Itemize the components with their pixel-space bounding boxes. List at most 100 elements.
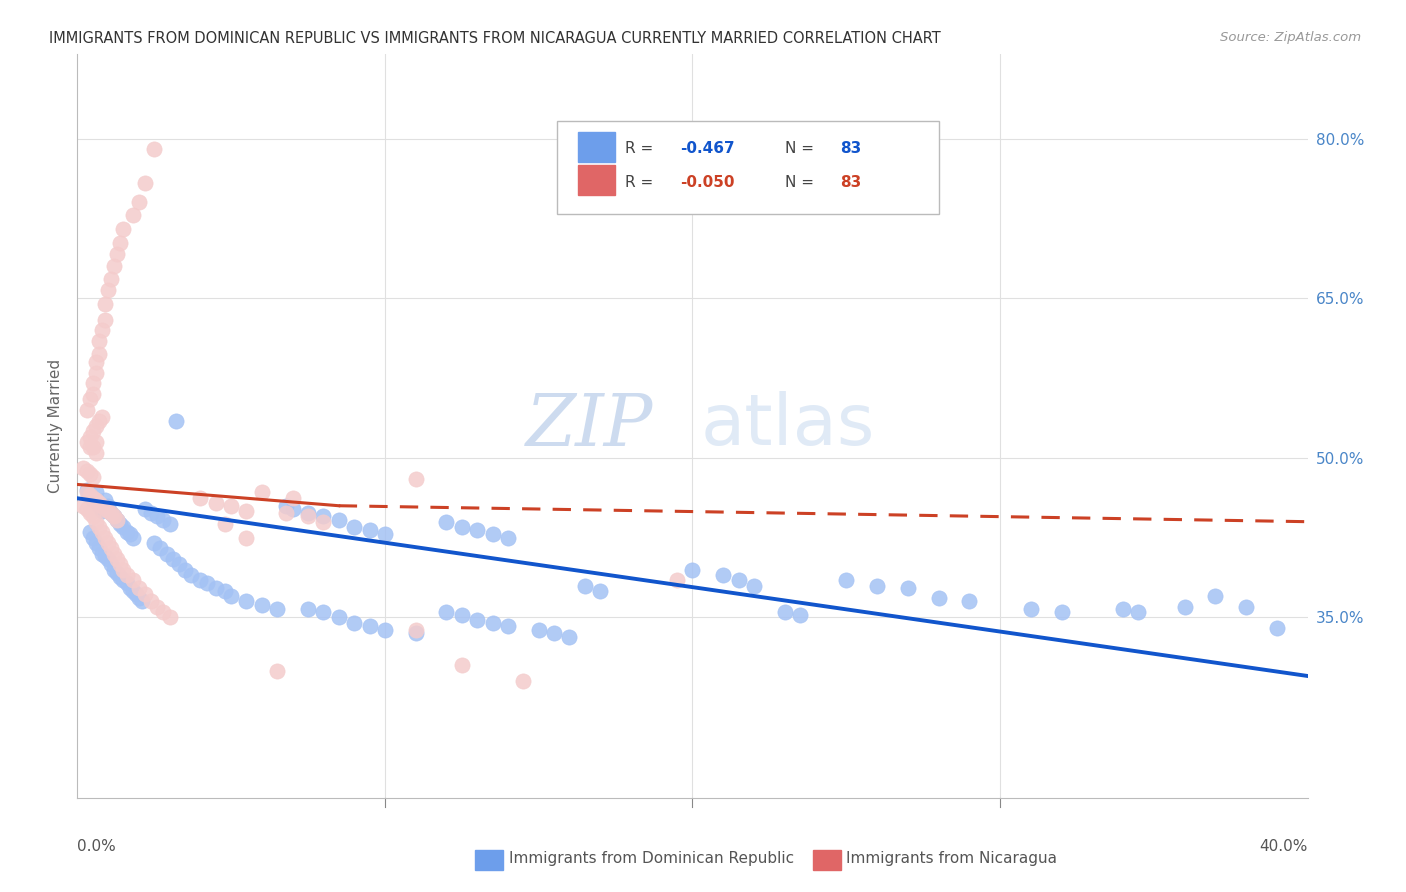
Point (436, 515, 458, 529)
Point (82, 531, 104, 545)
Point (235, 531, 257, 545)
Point (141, 594, 163, 608)
Point (204, 495, 226, 509)
Point (465, 523, 488, 537)
Point (159, 516, 181, 531)
Point (79, 488, 101, 502)
Text: atlas: atlas (702, 392, 876, 460)
Point (481, 527, 503, 541)
Point (250, 598, 273, 612)
Point (543, 626, 565, 640)
Point (152, 605, 174, 619)
Point (94, 493, 117, 508)
Point (110, 235, 132, 250)
Point (100, 506, 122, 520)
Point (405, 626, 427, 640)
Point (235, 594, 257, 608)
Point (328, 512, 350, 526)
Point (72, 499, 94, 513)
Point (527, 624, 550, 638)
Point (110, 570, 132, 584)
Point (146, 599, 169, 614)
Point (84, 515, 107, 529)
Point (128, 581, 150, 595)
Point (94, 531, 117, 545)
Point (589, 583, 612, 598)
Point (82, 440, 104, 454)
Text: Immigrants from Dominican Republic: Immigrants from Dominican Republic (509, 851, 794, 865)
Point (87, 520, 110, 534)
Point (103, 547, 125, 561)
Point (219, 589, 242, 603)
Point (84, 536, 107, 550)
Point (312, 509, 335, 524)
Point (103, 509, 125, 524)
Point (82, 470, 104, 484)
Point (79, 440, 101, 454)
Point (94, 502, 117, 516)
Point (558, 630, 581, 644)
Point (79, 429, 101, 443)
Point (374, 624, 396, 638)
Point (134, 587, 156, 601)
Point (72, 461, 94, 475)
Point (1234, 599, 1257, 614)
Point (112, 573, 135, 587)
Point (84, 434, 107, 449)
Point (115, 576, 138, 591)
Point (276, 506, 298, 520)
Point (90, 323, 114, 337)
Point (180, 567, 202, 582)
Point (97, 552, 120, 566)
Point (125, 587, 148, 601)
Point (110, 516, 132, 531)
FancyBboxPatch shape (557, 120, 939, 214)
Point (343, 615, 366, 630)
Point (167, 558, 190, 572)
Point (131, 594, 153, 608)
Point (1112, 602, 1135, 616)
Point (112, 520, 135, 534)
Point (405, 472, 427, 486)
Point (165, 414, 187, 428)
Point (727, 573, 749, 587)
Point (97, 283, 120, 297)
Point (90, 410, 114, 425)
Point (359, 619, 381, 633)
Point (84, 484, 107, 499)
Point (957, 594, 980, 608)
Point (214, 516, 236, 531)
Point (281, 502, 304, 516)
Point (1050, 605, 1073, 619)
Point (112, 563, 135, 577)
Point (110, 558, 132, 572)
Point (481, 615, 503, 630)
Point (103, 260, 125, 274)
Text: R =: R = (624, 175, 658, 190)
Point (100, 272, 122, 286)
Point (312, 515, 335, 529)
Point (682, 563, 704, 577)
Point (82, 509, 104, 524)
Point (105, 246, 128, 260)
Text: R =: R = (624, 141, 658, 156)
Point (266, 664, 288, 678)
Point (79, 488, 101, 502)
Point (155, 547, 177, 561)
Point (134, 502, 156, 516)
Point (188, 491, 212, 506)
Text: IMMIGRANTS FROM DOMINICAN REPUBLIC VS IMMIGRANTS FROM NICARAGUA CURRENTLY MARRIE: IMMIGRANTS FROM DOMINICAN REPUBLIC VS IM… (49, 31, 941, 46)
Point (84, 493, 107, 508)
Point (266, 602, 288, 616)
Point (82, 493, 104, 508)
Point (90, 547, 114, 561)
Point (97, 536, 120, 550)
Point (118, 527, 141, 541)
Point (496, 619, 519, 633)
Point (711, 567, 734, 582)
Point (121, 573, 143, 587)
Point (112, 222, 135, 236)
Point (90, 499, 114, 513)
Point (94, 312, 117, 326)
Point (76, 502, 98, 516)
